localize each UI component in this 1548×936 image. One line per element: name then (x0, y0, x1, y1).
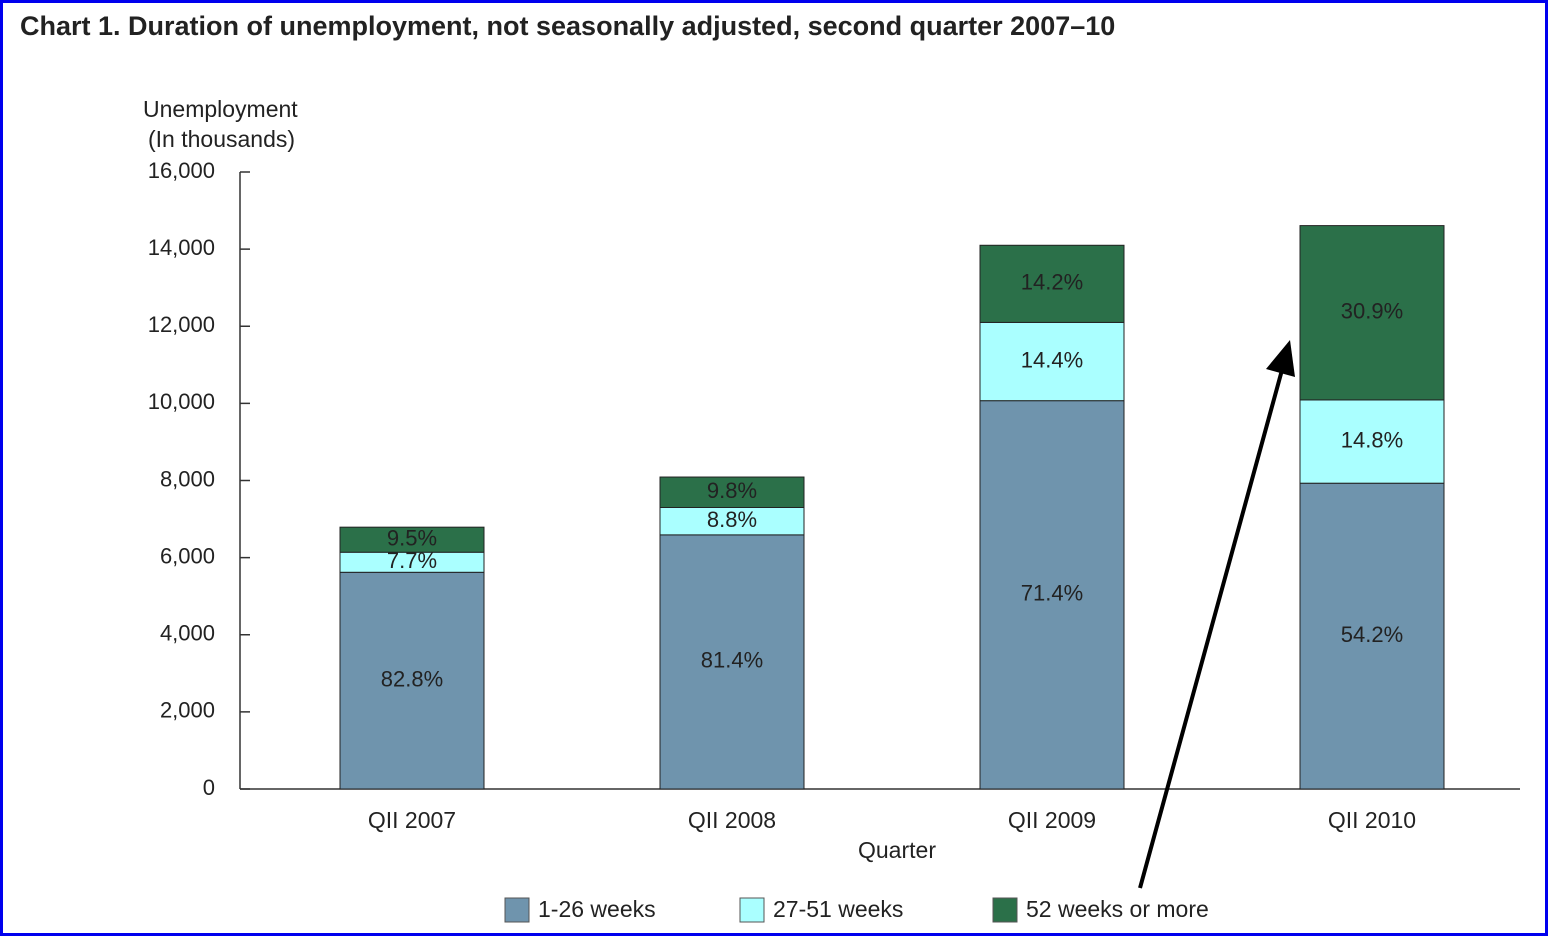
legend-label: 52 weeks or more (1026, 896, 1209, 922)
x-tick-label: QII 2007 (368, 807, 456, 833)
y-axis-title: Unemployment (143, 96, 298, 122)
bar-segment (659, 476, 805, 508)
bar-segment (979, 321, 1125, 402)
chart-title: Chart 1. Duration of unemployment, not s… (20, 11, 1115, 41)
bar-segment (659, 506, 805, 536)
bar-segment (659, 534, 805, 790)
annotation-arrow (1138, 340, 1295, 889)
y-tick-label: 14,000 (148, 235, 215, 260)
data-label: 14.4% (1021, 347, 1083, 372)
bar-segment (339, 526, 485, 553)
legend-label: 1-26 weeks (538, 896, 656, 922)
x-tick-label: QII 2008 (688, 807, 776, 833)
legend-swatch (504, 897, 530, 923)
data-label: 54.2% (1341, 622, 1403, 647)
data-label: 81.4% (701, 648, 763, 673)
data-label: 82.8% (381, 666, 443, 691)
y-tick-label: 10,000 (148, 389, 215, 414)
x-axis-title: Quarter (858, 837, 936, 863)
legend-swatch (739, 897, 765, 923)
bar-segment (979, 244, 1125, 323)
y-tick-label: 16,000 (148, 158, 215, 183)
bar-segment (1299, 399, 1445, 484)
bar-segment (1299, 225, 1445, 401)
bar-segment (339, 571, 485, 790)
y-tick-label: 6,000 (160, 543, 215, 568)
data-label: 9.8% (707, 478, 757, 503)
legend-swatch (992, 897, 1018, 923)
bar-segment (1299, 482, 1445, 790)
data-label: 9.5% (387, 526, 437, 551)
legend-label: 27-51 weeks (773, 896, 903, 922)
y-tick-label: 12,000 (148, 312, 215, 337)
data-label: 30.9% (1341, 299, 1403, 324)
data-label: 8.8% (707, 507, 757, 532)
data-label: 71.4% (1021, 581, 1083, 606)
data-label: 14.8% (1341, 427, 1403, 452)
bar-segment (979, 400, 1125, 790)
x-tick-label: QII 2009 (1008, 807, 1096, 833)
y-tick-label: 8,000 (160, 466, 215, 491)
y-tick-label: 0 (203, 775, 215, 800)
y-axis-title: (In thousands) (148, 126, 295, 152)
x-tick-label: QII 2010 (1328, 807, 1416, 833)
y-tick-label: 2,000 (160, 698, 215, 723)
data-label: 14.2% (1021, 270, 1083, 295)
y-tick-label: 4,000 (160, 621, 215, 646)
